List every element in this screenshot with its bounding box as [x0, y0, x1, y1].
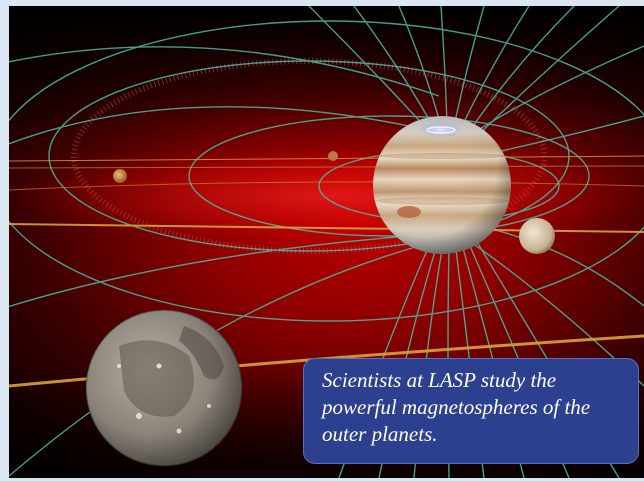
magnetosphere-illustration: Scientists at LASP study the powerful ma…	[9, 6, 644, 478]
caption-text: Scientists at LASP study the powerful ma…	[322, 368, 591, 446]
small-moon	[328, 151, 338, 161]
caption-box: Scientists at LASP study the powerful ma…	[303, 358, 639, 464]
io-moon	[113, 169, 127, 183]
ganymede-moon	[85, 309, 243, 467]
scene-svg	[9, 6, 644, 478]
jupiter-planet	[373, 116, 511, 254]
aurora	[419, 122, 463, 138]
europa-moon	[519, 218, 555, 254]
